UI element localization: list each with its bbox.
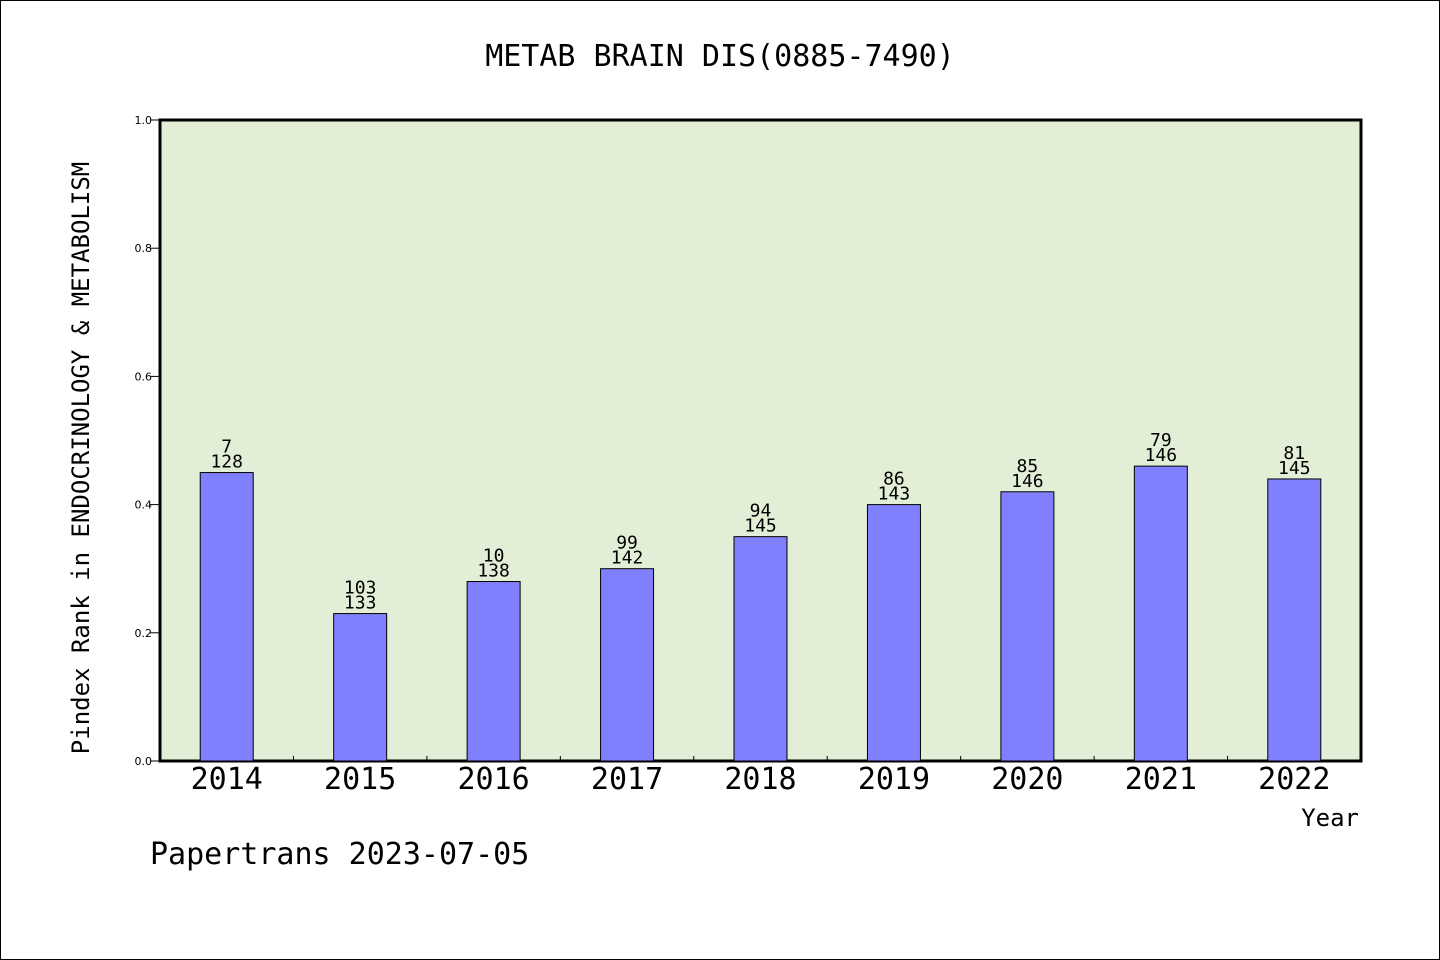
total-label: 138 [477, 561, 510, 582]
y-axis: 0.0 0.2 0.4 0.6 0.8 1.0 [135, 114, 160, 768]
x-axis: 2014 2015 2016 2017 2018 2019 2020 2021 2022 [191, 756, 1330, 797]
x-tick-label: 2022 [1258, 762, 1330, 797]
total-label: 133 [344, 593, 377, 614]
rank-label: 99 [616, 533, 638, 554]
bar [466, 581, 521, 762]
rank-label: 85 [1017, 456, 1039, 477]
rank-label: 81 [1283, 443, 1305, 464]
bar [333, 613, 388, 762]
rank-label: 86 [883, 469, 905, 490]
x-tick-label: 2015 [324, 762, 396, 797]
total-label: 143 [878, 484, 911, 505]
total-label: 142 [611, 548, 644, 569]
bar [1133, 465, 1188, 762]
x-tick-label: 2016 [457, 762, 529, 797]
chart-title: METAB BRAIN DIS(0885-7490) [485, 39, 955, 74]
total-label: 145 [1278, 458, 1311, 479]
rank-label: 10 [483, 546, 505, 567]
bars [199, 465, 1322, 762]
y-axis-label: Pindex Rank in ENDOCRINOLOGY & METABOLIS… [67, 162, 95, 754]
y-tick-label: 0.6 [135, 370, 153, 383]
x-tick-label: 2020 [991, 762, 1063, 797]
bar [1000, 491, 1055, 762]
bar [1267, 478, 1322, 762]
x-tick-label: 2021 [1125, 762, 1197, 797]
y-tick-label: 0.8 [135, 242, 153, 255]
rank-label: 79 [1150, 430, 1172, 451]
rank-label: 7 [221, 437, 232, 458]
rank-label: 103 [344, 578, 377, 599]
total-label: 146 [1011, 471, 1044, 492]
total-label: 128 [210, 452, 243, 473]
total-label: 145 [744, 516, 777, 537]
bar [600, 568, 655, 762]
y-tick-label: 0.0 [135, 755, 153, 768]
bar [199, 472, 254, 762]
rank-label: 94 [750, 501, 772, 522]
y-tick-label: 0.2 [135, 627, 153, 640]
total-label: 146 [1145, 445, 1178, 466]
x-tick-label: 2018 [724, 762, 796, 797]
data-labels: 7128103133101389914294145861438514679146… [210, 430, 1310, 613]
footer-credit: Papertrans 2023-07-05 [150, 837, 529, 872]
bar [866, 504, 921, 762]
x-tick-label: 2017 [591, 762, 663, 797]
y-tick-label: 0.4 [135, 499, 153, 512]
bar [733, 536, 788, 762]
x-tick-label: 2019 [858, 762, 930, 797]
x-axis-label: Year [1301, 804, 1359, 832]
y-tick-label: 1.0 [135, 114, 153, 127]
x-tick-label: 2014 [191, 762, 263, 797]
